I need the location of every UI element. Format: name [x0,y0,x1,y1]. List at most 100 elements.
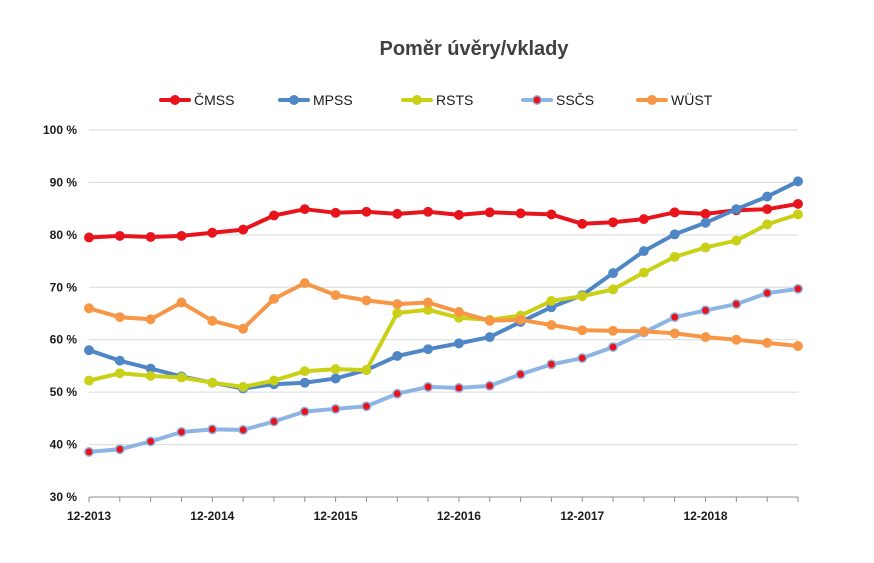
series-4 [84,278,803,351]
gridlines [89,129,798,446]
data-point [762,219,773,230]
x-tick-label: 12-2015 [314,509,358,523]
data-point [299,204,310,215]
data-point [114,355,125,366]
y-tick-label: 60 % [50,333,78,347]
data-point [207,315,218,326]
data-point [84,375,94,386]
series-2 [84,209,803,392]
x-tick-label: 12-2014 [190,509,234,523]
data-point [700,305,711,316]
data-point [793,209,803,220]
data-point [638,246,649,257]
y-tick-label: 100 % [43,123,77,137]
legend: ČMSS MPSS RSTS SSČS WÜST [159,91,713,108]
data-point [176,427,187,437]
data-point [515,208,526,219]
x-tick-label: 12-2016 [437,509,481,523]
data-point [669,251,680,262]
legend-item: WÜST [636,91,713,108]
data-point [145,436,156,447]
data-point [484,207,495,218]
data-point [330,290,341,301]
data-point [392,388,403,399]
data-point [114,312,125,323]
data-point [762,191,773,202]
data-point [762,337,773,348]
y-tick-label: 80 % [50,228,78,242]
y-tick-label: 30 % [50,490,78,504]
y-tick-label: 50 % [50,385,78,399]
legend-label: MPSS [313,92,353,108]
data-point [762,288,773,299]
data-point [299,278,310,289]
x-tick-label: 12-2018 [683,509,727,523]
data-point [145,370,156,381]
data-point [392,351,403,361]
x-tick-label: 12-2017 [560,509,604,523]
legend-swatch-marker [289,95,299,105]
data-point [330,403,341,414]
data-point [669,312,680,323]
axes: 30 % 40 % 50 % 60 % 70 % 80 % 90 % 100 % 12-2013… [43,123,799,523]
legend-swatch-marker [647,95,657,105]
data-point [392,299,403,310]
data-point [207,424,218,435]
data-point [269,293,279,304]
legend-label: WÜST [671,91,713,108]
series-line [87,281,800,348]
data-point [515,369,526,380]
data-point [207,377,218,388]
data-point [453,306,464,317]
data-point [114,444,125,455]
data-point [84,345,94,356]
data-point [577,325,588,336]
data-point [793,198,803,209]
data-point [361,401,372,412]
data-point [546,295,557,306]
data-point [238,381,249,392]
data-point [638,214,649,225]
data-point [269,210,279,221]
data-point [269,375,279,386]
data-point [577,291,588,302]
series-line [87,212,800,389]
data-point [577,218,588,229]
data-point [638,326,649,337]
data-point [330,207,341,218]
data-point [453,382,464,393]
data-point [392,308,403,318]
data-point [176,230,187,241]
data-point [361,206,372,217]
data-point [423,381,434,392]
y-tick-label: 90 % [50,175,78,189]
data-point [546,209,557,220]
data-point [793,341,803,351]
data-point [330,373,341,384]
data-point [608,268,618,279]
data-point [608,325,618,336]
data-point [299,366,310,377]
legend-swatch-marker [170,95,180,105]
data-point [84,232,94,243]
series-0 [84,198,803,243]
data-point [546,320,557,330]
data-point [423,206,434,217]
series-3 [84,283,803,457]
data-point [484,315,495,326]
data-point [114,230,125,241]
y-tick-label: 40 % [50,438,78,452]
y-tick-label: 70 % [50,280,78,294]
data-point [145,314,156,325]
legend-item: RSTS [401,92,473,108]
series-line [87,201,800,240]
x-tick-label: 12-2013 [67,509,111,523]
data-point [515,314,526,325]
data-point [731,299,742,310]
data-point [700,208,711,219]
data-point [114,368,125,379]
chart-title: Poměr úvěry/vklady [380,38,570,60]
data-point [238,224,249,235]
data-point [484,332,495,343]
